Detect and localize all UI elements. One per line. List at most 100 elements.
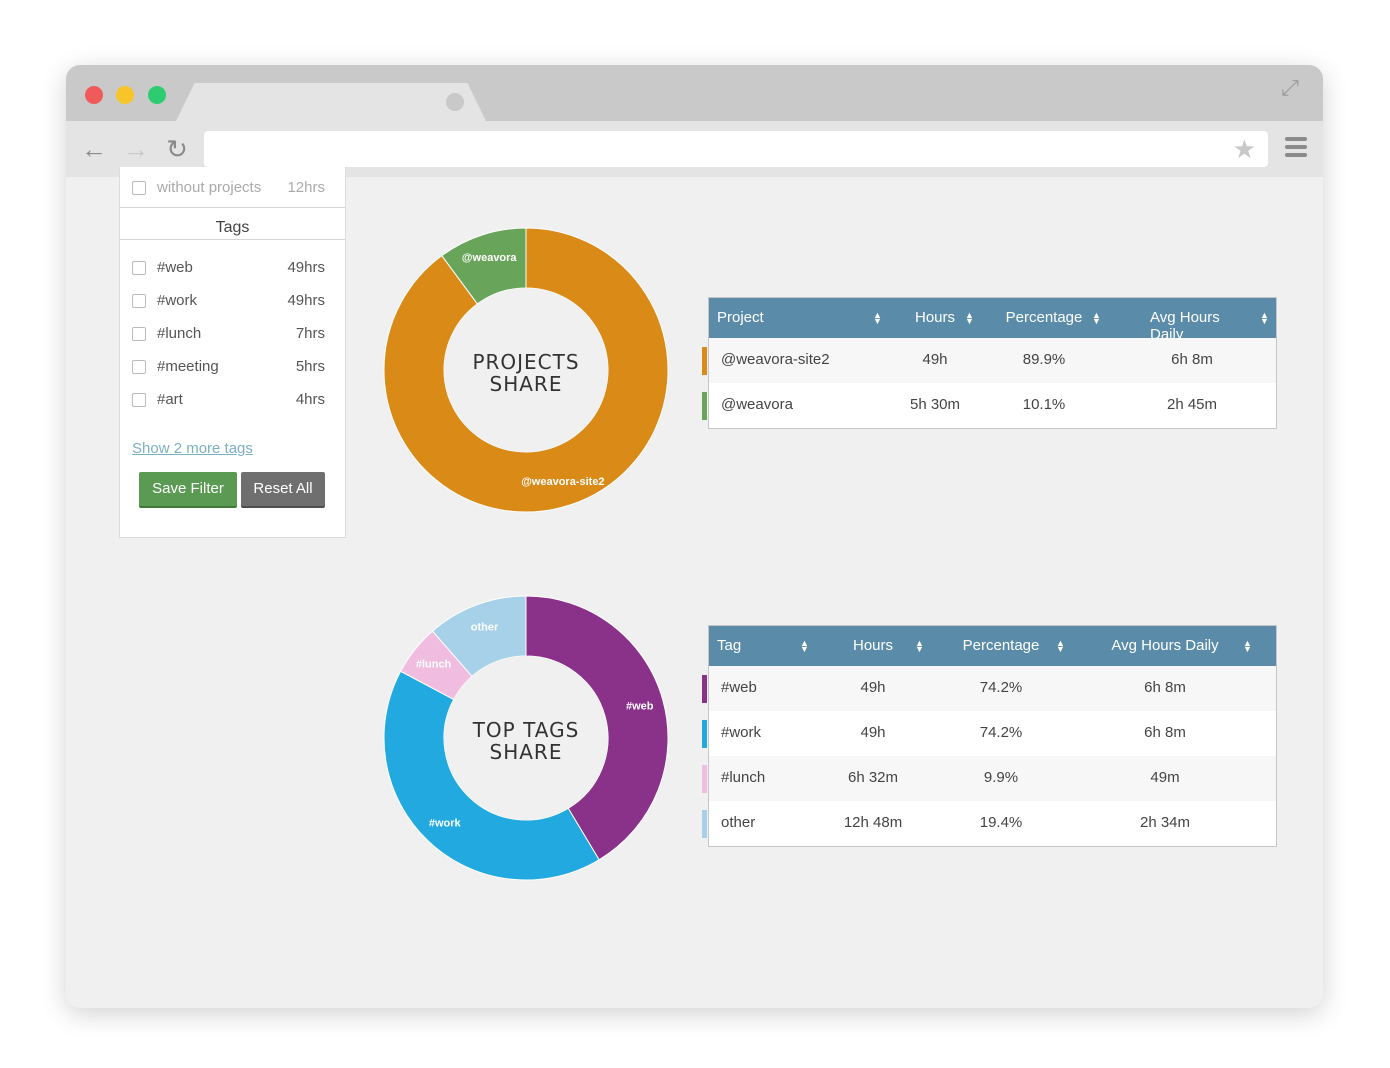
column-header-avg[interactable]: Avg Hours Daily bbox=[1111, 637, 1219, 654]
show-more-tags-link[interactable]: Show 2 more tags bbox=[132, 440, 253, 457]
table-row: other 12h 48m 19.4% 2h 34m bbox=[702, 801, 1276, 846]
projects-table: Project ▲ ▼ Hours ▲ ▼ Percentage ▲ ▼ Avg Ho… bbox=[702, 297, 1277, 429]
color-swatch bbox=[702, 392, 707, 420]
chart-title-line: PROJECTS bbox=[472, 350, 580, 374]
checkbox[interactable] bbox=[132, 393, 146, 407]
tag-filter-meeting[interactable]: #meeting 5hrs bbox=[132, 358, 325, 378]
forward-arrow-icon[interactable]: → bbox=[123, 134, 149, 164]
browser-window: ⤢ ← → ↻ ★ without projects 12hrs Tags #w… bbox=[66, 65, 1323, 1008]
color-swatch bbox=[702, 347, 707, 375]
address-bar[interactable]: ★ bbox=[204, 131, 1268, 167]
close-window-button[interactable] bbox=[85, 86, 103, 104]
projects-donut-svg: @weavora-site2 @weavora bbox=[383, 227, 669, 513]
avg-cell: 6h 8m bbox=[1144, 724, 1186, 741]
column-header-hours[interactable]: Hours bbox=[914, 309, 956, 326]
hours-cell: 49h bbox=[922, 351, 948, 368]
reload-icon[interactable]: ↻ bbox=[166, 134, 188, 164]
bookmark-star-icon[interactable]: ★ bbox=[1232, 134, 1256, 164]
slice-label: other bbox=[471, 621, 499, 633]
table-row: #web 49h 74.2% 6h 8m bbox=[702, 666, 1276, 711]
chart-title-line: SHARE bbox=[489, 372, 563, 396]
column-header-percentage[interactable]: Percentage bbox=[1005, 309, 1083, 326]
table-header: Project ▲ ▼ Hours ▲ ▼ Percentage ▲ ▼ Avg Ho… bbox=[709, 298, 1276, 343]
tag-label: #work bbox=[157, 292, 198, 309]
slice-label: #web bbox=[626, 700, 654, 712]
avg-cell: 2h 45m bbox=[1166, 396, 1218, 413]
sort-icon[interactable]: ▲ ▼ bbox=[965, 310, 974, 326]
page-content: without projects 12hrs Tags #web 49hrs #… bbox=[66, 167, 1323, 1008]
sort-icon[interactable]: ▲ ▼ bbox=[1243, 638, 1252, 654]
column-header-project[interactable]: Project bbox=[717, 309, 764, 326]
hours-cell: 49h bbox=[860, 724, 886, 741]
divider bbox=[120, 239, 345, 240]
tab-close-icon[interactable] bbox=[446, 93, 464, 111]
avg-cell: 2h 34m bbox=[1139, 814, 1191, 831]
slice-label: @weavora-site2 bbox=[521, 476, 605, 488]
browser-tab[interactable] bbox=[176, 83, 486, 121]
percentage-cell: 89.9% bbox=[1022, 351, 1066, 368]
tag-filter-art[interactable]: #art 4hrs bbox=[132, 391, 325, 411]
tag-name: #lunch bbox=[721, 769, 766, 786]
checkbox[interactable] bbox=[132, 360, 146, 374]
sort-icon[interactable]: ▲ ▼ bbox=[873, 310, 882, 326]
title-bar: ⤢ bbox=[66, 65, 1323, 121]
column-header-percentage[interactable]: Percentage bbox=[962, 637, 1040, 654]
avg-cell: 49m bbox=[1150, 769, 1180, 786]
checkbox[interactable] bbox=[132, 261, 146, 275]
percentage-cell: 19.4% bbox=[979, 814, 1023, 831]
save-filter-button[interactable]: Save Filter bbox=[139, 472, 237, 506]
table-row: #work 49h 74.2% 6h 8m bbox=[702, 711, 1276, 756]
tag-name: #work bbox=[721, 724, 762, 741]
table-row: @weavora 5h 30m 10.1% 2h 45m bbox=[702, 383, 1276, 428]
maximize-window-button[interactable] bbox=[148, 86, 166, 104]
sort-icon[interactable]: ▲ ▼ bbox=[915, 638, 924, 654]
percentage-cell: 74.2% bbox=[979, 679, 1023, 696]
tag-hours: 7hrs bbox=[295, 325, 325, 342]
column-header-hours[interactable]: Hours bbox=[852, 637, 894, 654]
tag-label: #meeting bbox=[157, 358, 219, 375]
hours-cell: 49h bbox=[860, 679, 886, 696]
filter-label: without projects bbox=[157, 179, 262, 196]
checkbox[interactable] bbox=[132, 181, 146, 195]
hours-cell: 5h 30m bbox=[909, 396, 961, 413]
checkbox[interactable] bbox=[132, 327, 146, 341]
donut-hole bbox=[444, 656, 608, 820]
chart-title-line: TOP TAGS bbox=[472, 718, 580, 742]
color-swatch bbox=[702, 675, 707, 703]
projects-chart-title: PROJECTS SHARE bbox=[383, 351, 669, 395]
column-header-tag[interactable]: Tag bbox=[717, 637, 742, 654]
tag-filter-lunch[interactable]: #lunch 7hrs bbox=[132, 325, 325, 345]
sort-icon[interactable]: ▲ ▼ bbox=[1056, 638, 1065, 654]
filter-panel: without projects 12hrs Tags #web 49hrs #… bbox=[119, 167, 346, 538]
sort-icon[interactable]: ▲ ▼ bbox=[1092, 310, 1101, 326]
avg-cell: 6h 8m bbox=[1144, 679, 1186, 696]
back-arrow-icon[interactable]: ← bbox=[81, 134, 107, 164]
sort-icon[interactable]: ▲ ▼ bbox=[1260, 310, 1269, 326]
hours-cell: 12h 48m bbox=[843, 814, 903, 831]
sort-icon[interactable]: ▲ ▼ bbox=[800, 638, 809, 654]
reset-all-button[interactable]: Reset All bbox=[241, 472, 325, 506]
tag-label: #art bbox=[157, 391, 183, 408]
color-swatch bbox=[702, 765, 707, 793]
tag-filter-work[interactable]: #work 49hrs bbox=[132, 292, 325, 312]
table-row: @weavora-site2 49h 89.9% 6h 8m bbox=[702, 338, 1276, 383]
fullscreen-icon[interactable]: ⤢ bbox=[1281, 75, 1299, 100]
chart-title-line: SHARE bbox=[489, 740, 563, 764]
color-swatch bbox=[702, 810, 707, 838]
donut-hole bbox=[444, 288, 608, 452]
slice-label: @weavora bbox=[462, 252, 518, 264]
avg-cell: 6h 8m bbox=[1171, 351, 1213, 368]
tag-hours: 4hrs bbox=[295, 391, 325, 408]
tag-label: #web bbox=[157, 259, 193, 276]
hours-cell: 6h 32m bbox=[847, 769, 899, 786]
minimize-window-button[interactable] bbox=[116, 86, 134, 104]
tag-hours: 49hrs bbox=[287, 259, 325, 276]
color-swatch bbox=[702, 720, 707, 748]
filter-hours: 12hrs bbox=[287, 179, 325, 196]
tags-table: Tag ▲ ▼ Hours ▲ ▼ Percentage ▲ ▼ Avg Hours … bbox=[702, 625, 1277, 847]
browser-menu-icon[interactable] bbox=[1285, 137, 1307, 159]
tag-hours: 5hrs bbox=[295, 358, 325, 375]
checkbox[interactable] bbox=[132, 294, 146, 308]
tag-filter-web[interactable]: #web 49hrs bbox=[132, 259, 325, 279]
filter-without-projects[interactable]: without projects 12hrs bbox=[132, 179, 325, 199]
